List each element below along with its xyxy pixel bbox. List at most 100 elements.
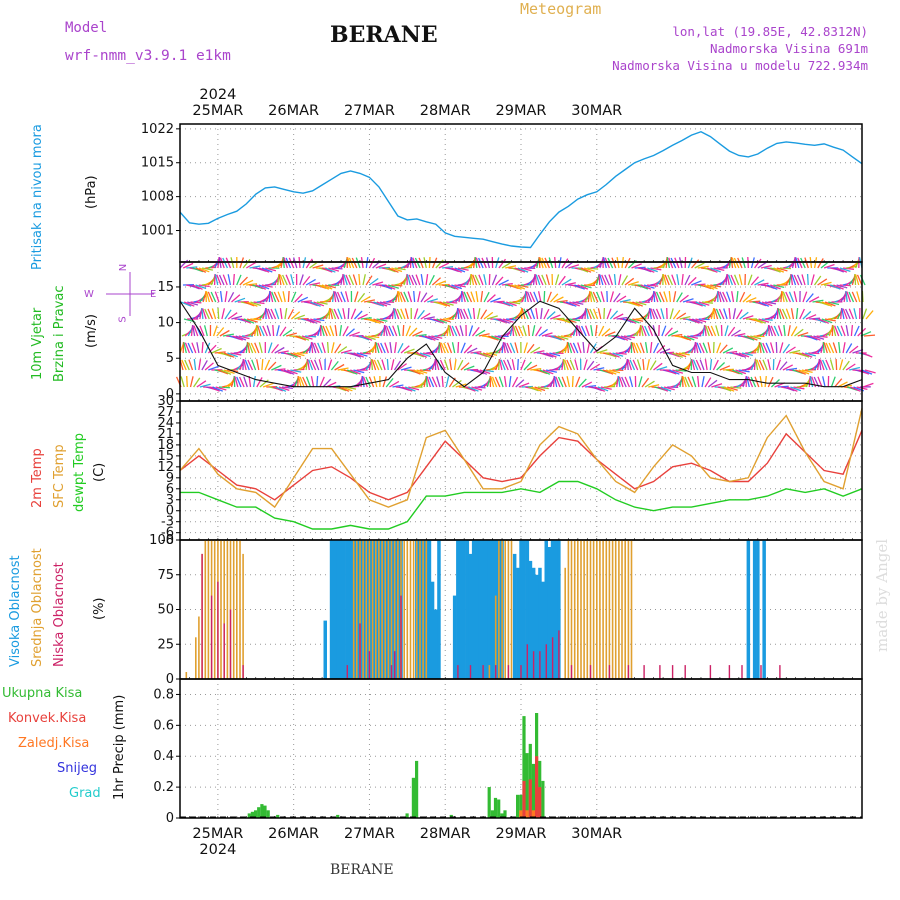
wind-barb — [459, 325, 464, 337]
wind-barb — [707, 267, 718, 273]
wind-barb — [715, 325, 720, 337]
cloud-mid-bar — [185, 672, 188, 679]
cloud-low-bar — [390, 665, 393, 679]
x-day-label-bottom: 28MAR — [420, 826, 471, 842]
wind-barb — [326, 341, 330, 354]
wind-barb — [353, 352, 365, 358]
wind-barb — [436, 301, 448, 307]
wind-barb — [718, 308, 725, 320]
precip-ytick-label: 0.8 — [153, 687, 174, 702]
cloud-high-bar — [487, 540, 492, 679]
wind-barb — [694, 262, 705, 269]
wind-barb — [722, 368, 734, 371]
wind-barb — [476, 308, 481, 320]
wind-barb — [828, 342, 835, 354]
wind-barb — [719, 365, 731, 371]
cloud-low-bar — [242, 665, 244, 679]
wind-barb — [660, 308, 665, 320]
wind-barb — [829, 359, 835, 371]
wind-barb — [692, 359, 699, 371]
cloud-high-bar — [484, 540, 488, 679]
wind-barb — [779, 342, 784, 354]
wind-barb — [694, 341, 697, 354]
cloud-high-bar — [336, 540, 340, 679]
wind-barb — [675, 369, 687, 372]
cloud-mid-bar — [614, 540, 617, 679]
wind-barb — [545, 369, 558, 373]
cloud-ytick-label: 100 — [149, 533, 174, 548]
wind-barb — [290, 274, 295, 286]
wind-barb — [188, 359, 194, 371]
wind-barb — [463, 365, 475, 371]
wind-barb — [704, 325, 707, 337]
wind-ytick-label: 15 — [157, 280, 174, 295]
wind-barb — [823, 263, 835, 269]
wind-barb — [220, 369, 232, 375]
wind-barb — [239, 376, 245, 388]
wind-barb — [419, 352, 431, 358]
cloud-mid-bar — [359, 540, 361, 679]
wind-barb — [327, 359, 333, 371]
wind-barb — [761, 301, 773, 307]
wind-barb — [284, 307, 288, 320]
wind-barb — [623, 335, 636, 339]
wind-barb — [682, 376, 687, 388]
wind-barb — [580, 284, 592, 289]
wind-barb — [216, 327, 225, 337]
x-day-label-bottom: 25MAR — [192, 826, 243, 842]
wind-barb — [386, 358, 389, 371]
wind-barb — [725, 291, 732, 303]
wind-barb — [271, 343, 280, 354]
cloud-mid-bar — [564, 567, 566, 679]
wind-barb — [663, 291, 668, 303]
wind-barb — [285, 257, 292, 269]
wind-barb — [204, 342, 211, 354]
cloud-low-bar — [760, 665, 762, 679]
wind-barb — [745, 297, 757, 303]
wind-barb — [644, 380, 655, 388]
wind-barb — [664, 327, 673, 337]
wind-barb — [530, 368, 542, 371]
wind-barb — [805, 293, 814, 303]
wind-barb — [862, 308, 868, 320]
wind-barb — [676, 274, 680, 286]
wind-barb — [581, 325, 587, 337]
wind-barb — [286, 332, 297, 337]
wind-barb — [777, 325, 783, 337]
cloud-mid-bar — [390, 540, 393, 679]
cloud-mid-bar — [488, 665, 491, 679]
temp-ytick-label: 3 — [166, 493, 174, 508]
wind-barb — [337, 346, 348, 354]
wind-barb — [517, 267, 529, 273]
temp-ytick-label: -8 — [161, 533, 174, 548]
wind-barb — [665, 369, 677, 375]
wind-barb — [730, 386, 742, 389]
wind-barb — [585, 384, 597, 388]
wind-barb — [475, 257, 481, 269]
wind-barb — [720, 386, 732, 392]
wind-barb — [655, 291, 662, 303]
wind-barb — [839, 359, 844, 371]
wind-barb — [277, 350, 289, 354]
pressure-colored-label: Pritisak na nivou mora — [30, 124, 45, 270]
wind-barb — [334, 343, 342, 354]
cloud-low-bar — [589, 665, 592, 679]
wind-barb — [671, 274, 677, 286]
wind-barb — [542, 352, 554, 358]
wind-barb — [370, 359, 374, 371]
wind-barb — [288, 257, 295, 269]
wind-barb — [835, 358, 838, 371]
wind-barb — [582, 341, 585, 354]
wind-barb — [338, 386, 350, 392]
wind-barb — [592, 308, 599, 320]
wind-barb — [460, 342, 466, 354]
wind-barb — [483, 291, 490, 303]
wind-barb — [321, 342, 326, 354]
wind-barb — [836, 267, 848, 273]
wind-barb — [227, 312, 238, 320]
wind-barb — [196, 380, 207, 388]
wind-barb — [647, 325, 654, 337]
wind-barb — [401, 386, 413, 392]
cloud-mid-bar — [352, 540, 355, 679]
wind-barb — [544, 257, 550, 269]
